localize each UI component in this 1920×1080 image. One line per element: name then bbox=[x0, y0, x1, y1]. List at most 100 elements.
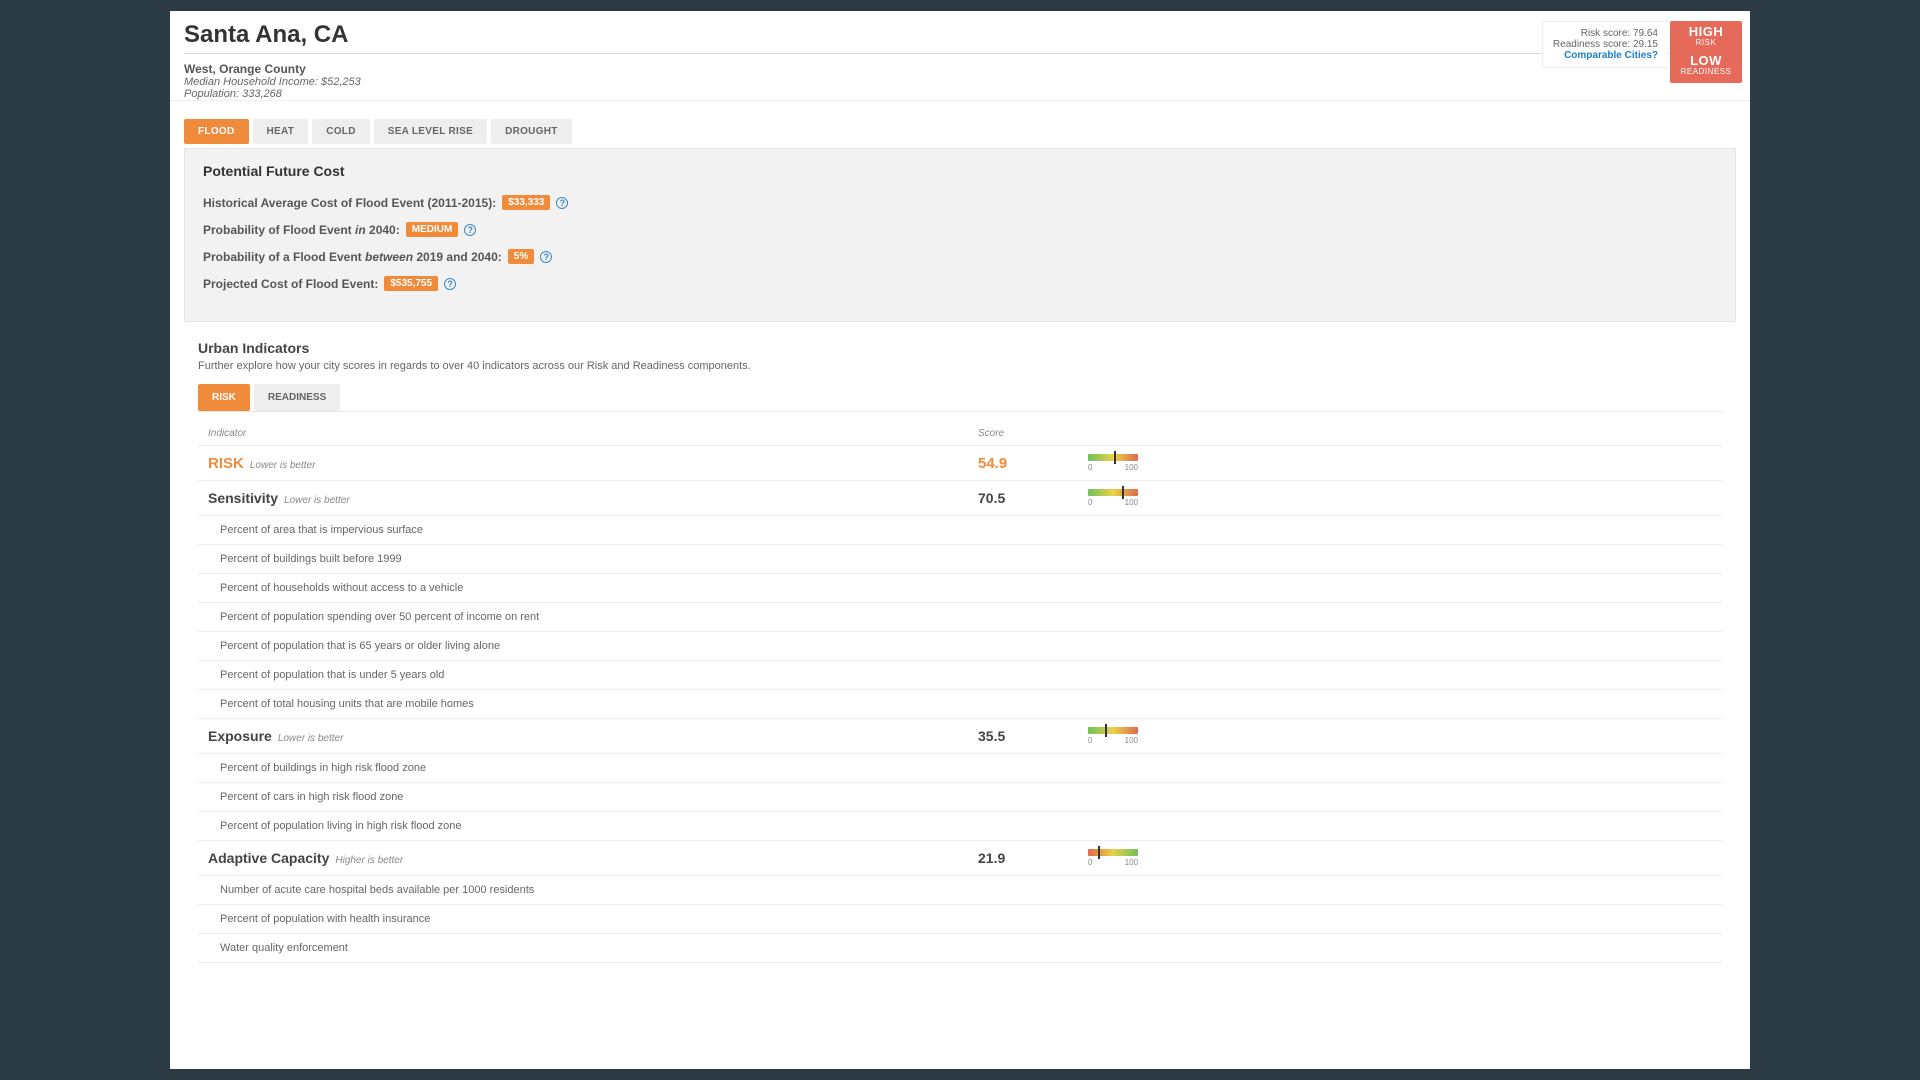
indicator-row[interactable]: Percent of area that is impervious surfa… bbox=[198, 516, 1722, 545]
cost-row: Historical Average Cost of Flood Event (… bbox=[203, 195, 1717, 210]
indicator-name: Water quality enforcement bbox=[220, 942, 1000, 954]
population-value: 333,268 bbox=[242, 88, 282, 100]
badge-risk-label: RISK bbox=[1670, 39, 1742, 48]
score-value: 54.9 bbox=[978, 455, 1088, 472]
score-gauge: 0100 bbox=[1088, 489, 1208, 507]
indicator-name: Percent of population spending over 50 p… bbox=[220, 611, 1000, 623]
cost-row: Projected Cost of Flood Event:$535,755? bbox=[203, 276, 1717, 291]
indicator-name: Exposure bbox=[208, 728, 272, 744]
cost-row: Probability of a Flood Event between 201… bbox=[203, 249, 1717, 264]
score-value: 70.5 bbox=[978, 490, 1088, 506]
page: Santa Ana, CA West, Orange County Median… bbox=[170, 11, 1750, 1069]
indicator-name: Percent of population with health insura… bbox=[220, 913, 1000, 925]
col-indicator: Indicator bbox=[198, 428, 978, 439]
hazard-tabs: FLOODHEATCOLDSEA LEVEL RISEDROUGHT bbox=[170, 101, 1750, 144]
indicator-name: Percent of total housing units that are … bbox=[220, 698, 1000, 710]
tab-drought[interactable]: DROUGHT bbox=[491, 119, 572, 144]
indicator-row[interactable]: Water quality enforcement bbox=[198, 934, 1722, 963]
score-gauge: 0100 bbox=[1088, 849, 1208, 867]
panel-title: Potential Future Cost bbox=[203, 163, 1717, 179]
direction-hint: Lower is better bbox=[278, 733, 344, 744]
tab-cold[interactable]: COLD bbox=[312, 119, 370, 144]
score-gauge: 0100 bbox=[1088, 454, 1208, 472]
readiness-score-line: Readiness score: 29.15 bbox=[1553, 39, 1658, 50]
indicator-row[interactable]: Percent of population with health insura… bbox=[198, 905, 1722, 934]
indicator-name: Number of acute care hospital beds avail… bbox=[220, 884, 1000, 896]
info-icon[interactable]: ? bbox=[540, 251, 552, 263]
readiness-score-value: 29.15 bbox=[1633, 39, 1658, 50]
info-icon[interactable]: ? bbox=[556, 197, 568, 209]
badge-readiness-level: LOW bbox=[1670, 54, 1742, 68]
indicator-name: Percent of population that is 65 years o… bbox=[220, 640, 1000, 652]
risk-readiness-badge: HIGH RISK LOW READINESS bbox=[1670, 21, 1742, 83]
population-label: Population: bbox=[184, 88, 239, 100]
section-title: Urban Indicators bbox=[198, 340, 1722, 356]
population-line: Population: 333,268 bbox=[184, 88, 1736, 100]
region-line: West, Orange County bbox=[184, 62, 1736, 76]
city-name: Santa Ana, CA bbox=[184, 21, 1736, 53]
indicator-row[interactable]: Percent of households without access to … bbox=[198, 574, 1722, 603]
indicator-row[interactable]: Percent of total housing units that are … bbox=[198, 690, 1722, 719]
info-icon[interactable]: ? bbox=[464, 224, 476, 236]
indicator-row[interactable]: Percent of population living in high ris… bbox=[198, 812, 1722, 841]
indicator-row[interactable]: Percent of buildings in high risk flood … bbox=[198, 754, 1722, 783]
indicator-name: Percent of population living in high ris… bbox=[220, 820, 1000, 832]
badge-risk-level: HIGH bbox=[1670, 25, 1742, 39]
category-row[interactable]: Exposure Lower is better 35.50100 bbox=[198, 719, 1722, 754]
score-value: 21.9 bbox=[978, 850, 1088, 866]
indicator-name: Percent of population that is under 5 ye… bbox=[220, 669, 1000, 681]
indicator-row[interactable]: Number of acute care hospital beds avail… bbox=[198, 876, 1722, 905]
emphasis: between bbox=[365, 250, 413, 264]
indicator-name: Percent of cars in high risk flood zone bbox=[220, 791, 1000, 803]
emphasis: in bbox=[355, 223, 366, 237]
indicator-name: Percent of buildings built before 1999 bbox=[220, 553, 1000, 565]
direction-hint: Lower is better bbox=[284, 495, 350, 506]
indicator-name: Percent of area that is impervious surfa… bbox=[220, 524, 1000, 536]
risk-score-value: 79.64 bbox=[1633, 28, 1658, 39]
indicator-row[interactable]: Percent of population that is 65 years o… bbox=[198, 632, 1722, 661]
urban-indicators-section: Urban Indicators Further explore how you… bbox=[170, 336, 1750, 963]
indicator-subtabs: RISKREADINESS bbox=[198, 384, 1722, 412]
income-line: Median Household Income: $52,253 bbox=[184, 76, 1736, 88]
divider bbox=[184, 53, 1736, 54]
income-label: Median Household Income: bbox=[184, 76, 318, 88]
indicator-name: Percent of households without access to … bbox=[220, 582, 1000, 594]
header: Santa Ana, CA West, Orange County Median… bbox=[170, 11, 1750, 101]
tab-heat[interactable]: HEAT bbox=[253, 119, 309, 144]
score-box: Risk score: 79.64 Readiness score: 29.15… bbox=[1542, 21, 1668, 68]
indicator-row[interactable]: Percent of population spending over 50 p… bbox=[198, 603, 1722, 632]
info-icon[interactable]: ? bbox=[444, 278, 456, 290]
value-pill: $33,333 bbox=[502, 195, 550, 210]
cost-label: Probability of Flood Event in 2040: bbox=[203, 223, 400, 237]
cost-label: Probability of a Flood Event between 201… bbox=[203, 250, 502, 264]
cost-row: Probability of Flood Event in 2040:MEDIU… bbox=[203, 222, 1717, 237]
risk-score-label: Risk score: bbox=[1581, 28, 1630, 39]
score-gauge: 0100 bbox=[1088, 727, 1208, 745]
indicator-name: Adaptive Capacity bbox=[208, 850, 329, 866]
subtab-risk[interactable]: RISK bbox=[198, 384, 250, 411]
category-row[interactable]: Sensitivity Lower is better 70.50100 bbox=[198, 481, 1722, 516]
risk-score-line: Risk score: 79.64 bbox=[1553, 28, 1658, 39]
value-pill: 5% bbox=[508, 249, 534, 264]
tab-sea-level-rise[interactable]: SEA LEVEL RISE bbox=[374, 119, 487, 144]
col-score: Score bbox=[978, 428, 1088, 439]
category-row[interactable]: Adaptive Capacity Higher is better 21.9010… bbox=[198, 841, 1722, 876]
indicator-table: Indicator Score RISKLower is better54.90… bbox=[198, 422, 1722, 963]
potential-cost-panel: Potential Future Cost Historical Average… bbox=[184, 148, 1736, 322]
tab-flood[interactable]: FLOOD bbox=[184, 119, 249, 144]
direction-hint: Higher is better bbox=[335, 855, 403, 866]
table-header: Indicator Score bbox=[198, 422, 1722, 446]
indicator-name: Sensitivity bbox=[208, 490, 278, 506]
indicator-name: Percent of buildings in high risk flood … bbox=[220, 762, 1000, 774]
indicator-row[interactable]: Percent of population that is under 5 ye… bbox=[198, 661, 1722, 690]
badge-readiness-label: READINESS bbox=[1670, 68, 1742, 77]
indicator-name: RISK bbox=[208, 455, 244, 472]
income-value: $52,253 bbox=[321, 76, 361, 88]
score-value: 35.5 bbox=[978, 728, 1088, 744]
indicator-row[interactable]: Percent of cars in high risk flood zone bbox=[198, 783, 1722, 812]
risk-summary-row[interactable]: RISK Lower is better 54.90100 bbox=[198, 446, 1722, 481]
indicator-row[interactable]: Percent of buildings built before 1999 bbox=[198, 545, 1722, 574]
direction-hint: Lower is better bbox=[250, 460, 316, 471]
comparable-cities-link[interactable]: Comparable Cities? bbox=[1553, 50, 1658, 61]
subtab-readiness[interactable]: READINESS bbox=[254, 384, 340, 411]
